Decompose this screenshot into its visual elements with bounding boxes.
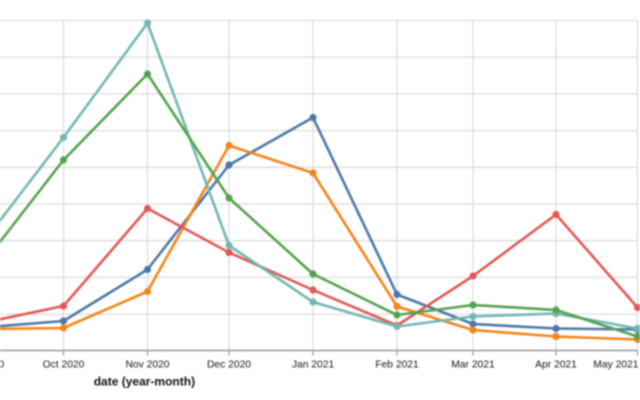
svg-text:Nov 2020: Nov 2020 — [125, 360, 169, 371]
svg-text:Apr 2021: Apr 2021 — [535, 360, 577, 371]
svg-text:Jan 2021: Jan 2021 — [292, 360, 335, 371]
svg-text:Feb 2021: Feb 2021 — [375, 360, 419, 371]
svg-text:May 2021: May 2021 — [593, 360, 638, 371]
svg-text:Oct 2020: Oct 2020 — [43, 360, 85, 371]
svg-text:date (year-month): date (year-month) — [94, 375, 195, 389]
svg-text:Mar 2021: Mar 2021 — [451, 360, 495, 371]
svg-text:Dec 2020: Dec 2020 — [207, 360, 251, 371]
svg-text:Sep 2020: Sep 2020 — [0, 360, 4, 371]
